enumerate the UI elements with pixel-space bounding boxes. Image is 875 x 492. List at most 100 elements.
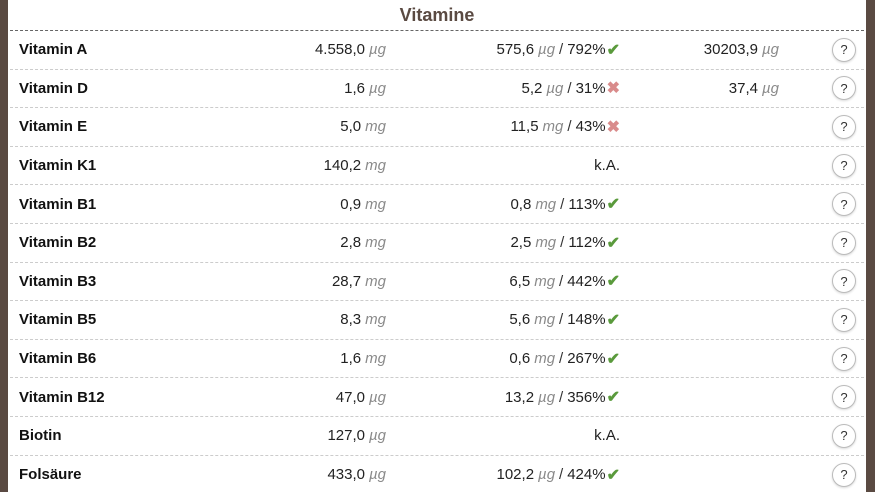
separator-slash: / (567, 118, 572, 136)
amount-unit: mg (365, 118, 386, 136)
requirement-cell: 0,6 mg/267% ✔ (509, 340, 620, 378)
help-button[interactable]: ? (832, 192, 856, 217)
amount-unit: mg (365, 350, 386, 368)
coverage-percent: 148% (567, 311, 606, 329)
requirement-unit: mg (534, 272, 556, 290)
amount-cell: 127,0 µg (327, 417, 386, 455)
help-button[interactable]: ? (832, 385, 856, 410)
separator-slash: / (560, 234, 565, 252)
upper-limit-cell: 37,4 µg (729, 70, 779, 108)
table-row: Vitamin D 1,6 µg 5,2 µg/31% ✖ 37,4 µg? (10, 70, 864, 109)
table-row: Vitamin E 5,0 mg 11,5 mg/43% ✖? (10, 108, 864, 147)
table-row: Vitamin B3 28,7 mg 6,5 mg/442% ✔? (10, 263, 864, 302)
cross-icon: ✖ (606, 80, 620, 98)
help-button[interactable]: ? (832, 423, 856, 448)
upper-limit-value: 37,4 (728, 79, 758, 97)
separator-slash: / (559, 388, 564, 406)
requirement-unit: mg (542, 118, 564, 136)
amount-value: 2,8 (340, 234, 362, 252)
requirement-cell: 5,2 µg/31% ✖ (522, 70, 620, 108)
table-row: Vitamin B12 47,0 µg 13,2 µg/356% ✔? (10, 378, 864, 417)
vitamin-table: Vitamin A 4.558,0 µg 575,6 µg/792% ✔ 30203,9 µg… (8, 31, 866, 492)
coverage-percent: 792% (567, 41, 606, 59)
coverage-percent: 112% (568, 234, 606, 252)
check-icon: ✔ (606, 466, 620, 484)
nutrient-name: Vitamin B5 (19, 311, 97, 329)
amount-unit: mg (365, 234, 386, 252)
amount-cell: 2,8 mg (340, 224, 386, 262)
requirement-cell: 575,6 µg/792% ✔ (497, 31, 621, 69)
table-row: Folsäure 433,0 µg 102,2 µg/424% ✔? (10, 456, 864, 492)
amount-unit: mg (365, 195, 386, 213)
requirement-value: 6,5 (509, 272, 531, 290)
separator-slash: / (559, 311, 564, 329)
requirement-unit: mg (535, 195, 557, 213)
amount-unit: µg (369, 466, 386, 484)
help-button[interactable]: ? (832, 269, 856, 294)
table-row: Vitamin B5 8,3 mg 5,6 mg/148% ✔? (10, 301, 864, 340)
requirement-cell: 5,6 mg/148% ✔ (509, 301, 620, 339)
requirement-value: 5,6 (509, 311, 531, 329)
amount-value: 47,0 (335, 388, 365, 406)
help-button[interactable]: ? (832, 346, 856, 371)
upper-limit-value: 30203,9 (703, 41, 758, 59)
requirement-unit: mg (534, 311, 556, 329)
amount-cell: 1,6 mg (340, 340, 386, 378)
coverage-percent: 31% (575, 79, 606, 97)
nutrient-name: Biotin (19, 427, 62, 445)
amount-cell: 4.558,0 µg (315, 31, 386, 69)
help-button[interactable]: ? (832, 462, 856, 487)
nutrient-name: Vitamin B2 (19, 234, 97, 252)
amount-unit: mg (365, 157, 386, 175)
help-button[interactable]: ? (832, 114, 856, 139)
table-row: Vitamin B1 0,9 mg 0,8 mg/113% ✔? (10, 185, 864, 224)
amount-value: 140,2 (323, 157, 362, 175)
amount-unit: µg (369, 388, 386, 406)
amount-value: 1,6 (340, 350, 362, 368)
amount-cell: 140,2 mg (324, 147, 386, 185)
nutrient-name: Folsäure (19, 466, 82, 484)
amount-value: 28,7 (331, 272, 362, 290)
amount-cell: 0,9 mg (340, 185, 386, 223)
upper-limit-unit: µg (762, 79, 779, 97)
table-row: Vitamin A 4.558,0 µg 575,6 µg/792% ✔ 30203,9 µg… (10, 31, 864, 70)
requirement-cell: 6,5 mg/442% ✔ (509, 263, 620, 301)
check-icon: ✔ (606, 389, 620, 407)
nutrient-name: Vitamin B3 (19, 272, 97, 290)
separator-slash: / (559, 466, 564, 484)
requirement-unit: µg (538, 388, 556, 406)
amount-cell: 8,3 mg (340, 301, 386, 339)
nutrient-name: Vitamin B6 (19, 350, 97, 368)
help-button[interactable]: ? (832, 230, 856, 255)
requirement-value: 575,6 (496, 41, 535, 59)
cross-icon: ✖ (606, 118, 620, 136)
help-button[interactable]: ? (832, 76, 856, 101)
amount-value: 1,6 (344, 79, 365, 97)
amount-cell: 28,7 mg (332, 263, 386, 301)
amount-value: 5,0 (340, 118, 362, 136)
requirement-unit: mg (534, 350, 556, 368)
check-icon: ✔ (606, 196, 620, 214)
coverage-percent: 442% (567, 272, 606, 290)
help-button[interactable]: ? (832, 37, 856, 62)
no-data-text: k.A. (594, 427, 620, 445)
amount-unit: µg (369, 41, 386, 59)
amount-cell: 1,6 µg (344, 70, 386, 108)
requirement-unit: µg (538, 466, 556, 484)
requirement-cell: 102,2 µg/424% ✔ (497, 456, 621, 492)
separator-slash: / (559, 41, 564, 59)
amount-cell: 5,0 mg (340, 108, 386, 146)
no-data-text: k.A. (594, 157, 620, 175)
check-icon: ✔ (606, 273, 620, 291)
table-row: Biotin 127,0 µg k.A.? (10, 417, 864, 456)
upper-limit-cell: 30203,9 µg (704, 31, 779, 69)
nutrient-name: Vitamin B12 (19, 388, 105, 406)
amount-cell: 47,0 µg (336, 378, 386, 416)
coverage-percent: 424% (567, 466, 606, 484)
help-button[interactable]: ? (832, 153, 856, 178)
check-icon: ✔ (606, 311, 620, 329)
amount-value: 4.558,0 (314, 41, 365, 59)
requirement-value: 0,6 (509, 350, 531, 368)
help-button[interactable]: ? (832, 307, 856, 332)
requirement-value: 2,5 (510, 234, 532, 252)
